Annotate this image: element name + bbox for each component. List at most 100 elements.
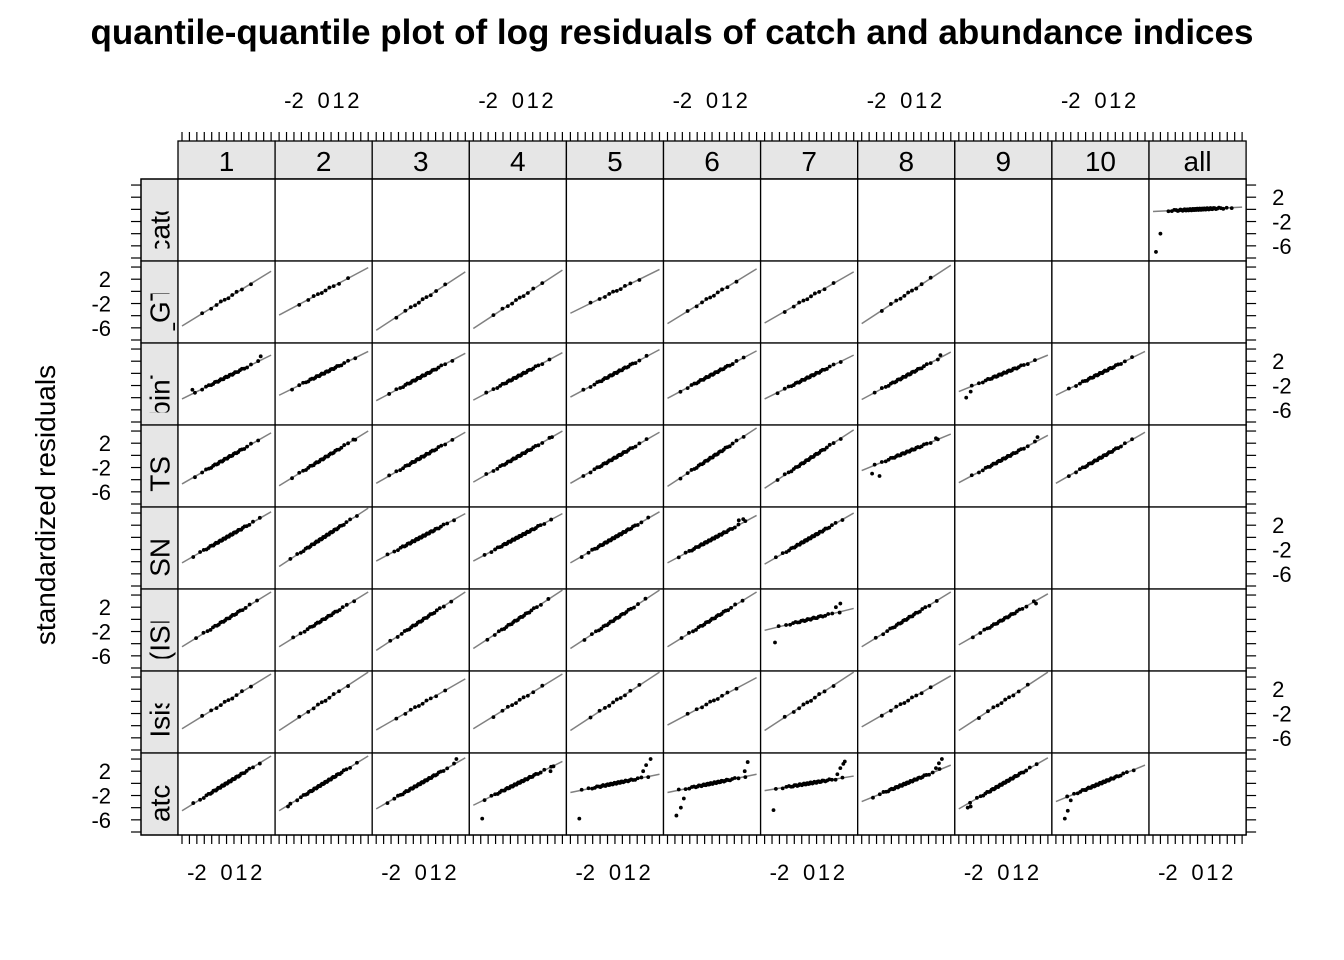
qq-point	[1034, 762, 1039, 767]
qq-outlier-point	[742, 769, 747, 774]
qq-outlier-point	[681, 796, 686, 801]
qq-point	[611, 700, 615, 705]
qq-point	[607, 703, 612, 708]
qq-point	[521, 294, 526, 299]
x-tick-label-top: 2	[1124, 88, 1136, 113]
qq-point	[482, 553, 487, 557]
qq-point	[786, 384, 791, 389]
qq-point	[242, 366, 247, 371]
qq-point	[801, 702, 806, 707]
qq-reference-line	[569, 671, 660, 732]
qq-point	[812, 695, 817, 700]
qq-point	[871, 795, 875, 800]
qq-point	[482, 798, 487, 803]
qq-point	[928, 361, 933, 366]
qq-reference-line	[278, 266, 369, 316]
qq-point	[297, 470, 302, 475]
y-tick-label-right: -2	[1272, 538, 1292, 563]
qq-point	[495, 386, 500, 390]
qq-point	[734, 438, 739, 443]
qq-point	[588, 300, 593, 305]
qq-point	[623, 283, 627, 288]
qq-point	[450, 437, 455, 442]
qq-point	[297, 302, 302, 307]
qq-point	[727, 363, 732, 368]
qq-point	[809, 698, 813, 703]
panel-frame	[371, 424, 470, 508]
qq-outlier-point	[838, 601, 843, 606]
qq-point	[1025, 362, 1030, 366]
qq-point	[1021, 446, 1026, 451]
qq-point	[538, 770, 543, 775]
qq-point	[773, 786, 778, 791]
row-strip-label: TS_GTS_C	[145, 230, 176, 375]
y-tick-label-left: -6	[91, 644, 111, 669]
qq-point	[919, 282, 924, 287]
qq-point	[546, 597, 551, 601]
x-tick-label-bottom: 2	[1027, 860, 1039, 885]
qq-outlier-point	[1062, 816, 1067, 821]
qq-point	[801, 298, 806, 303]
qq-point	[594, 629, 598, 634]
qq-point	[1025, 682, 1030, 687]
qq-point	[879, 713, 884, 718]
qq-point	[439, 443, 444, 448]
qq-point	[906, 290, 911, 295]
qq-point	[922, 442, 926, 447]
qq-outlier-point	[258, 354, 263, 359]
qq-point	[245, 444, 249, 449]
panel-frame	[1148, 260, 1247, 344]
qq-point	[773, 555, 778, 560]
qq-point	[204, 384, 208, 389]
qq-point	[826, 612, 831, 616]
panel-frame	[177, 260, 276, 344]
qq-point	[388, 638, 393, 643]
qq-point	[549, 517, 554, 522]
qq-point	[776, 624, 781, 629]
qq-point	[295, 552, 300, 556]
column-strip	[274, 140, 373, 180]
qq-point	[614, 288, 619, 293]
qq-point	[1020, 606, 1025, 611]
panel-frame	[565, 752, 665, 836]
qq-point	[797, 300, 802, 305]
qq-point	[639, 775, 644, 780]
qq-point	[240, 608, 245, 613]
qq-point	[542, 522, 547, 526]
qq-point	[536, 443, 541, 448]
qq-point	[251, 519, 255, 524]
qq-point	[910, 695, 914, 700]
qq-point	[542, 767, 547, 772]
qq-point	[782, 472, 787, 477]
panel-frame	[954, 588, 1053, 672]
qq-point	[392, 796, 397, 801]
qq-point	[902, 701, 907, 705]
panel-frame	[565, 260, 665, 344]
qq-point	[1074, 384, 1078, 388]
qq-point	[416, 300, 421, 305]
panel-frame	[468, 260, 568, 344]
qq-point	[683, 550, 688, 555]
panel-frame	[565, 424, 665, 508]
qq-point	[607, 292, 612, 296]
x-tick-label-top: 2	[736, 88, 748, 113]
qq-point	[630, 361, 635, 366]
qq-point	[297, 383, 302, 388]
column-strip-label: 8	[898, 146, 914, 177]
qq-point	[977, 381, 981, 386]
panel-frame	[954, 260, 1053, 344]
qq-point	[341, 522, 346, 527]
qq-point	[491, 313, 496, 318]
qq-point	[344, 520, 349, 525]
panel-frame	[759, 588, 859, 672]
qq-point	[337, 689, 341, 694]
qq-point	[788, 622, 793, 627]
panel-frame	[1148, 588, 1247, 672]
qq-outlier-point	[190, 387, 195, 392]
qq-point	[633, 361, 638, 366]
qq-point	[485, 637, 490, 642]
qq-point	[200, 470, 205, 475]
qq-point	[632, 605, 636, 610]
qq-point	[740, 598, 745, 603]
